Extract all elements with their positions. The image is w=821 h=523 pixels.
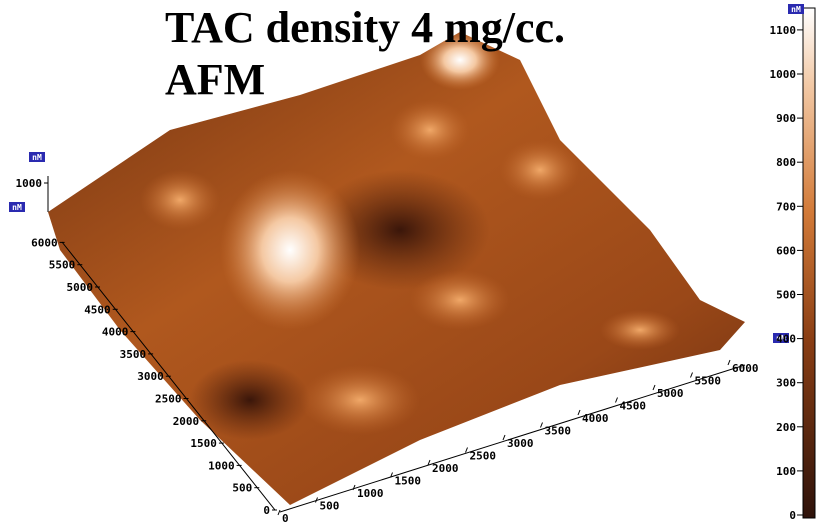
color-scale-tick-label: 600	[776, 244, 796, 257]
x-tick	[540, 422, 543, 428]
y-tick-label: 3000	[137, 370, 164, 383]
unit-badge	[773, 333, 789, 343]
color-scale-tick-label: 200	[776, 421, 796, 434]
color-scale-tick-label: 1000	[770, 68, 797, 81]
y-tick-label: 2500	[155, 393, 182, 406]
title-line: TAC density 4 mg/cc.	[165, 3, 565, 52]
x-tick-label: 1500	[395, 475, 422, 488]
x-tick	[352, 484, 356, 491]
y-tick-label: 500	[232, 482, 252, 495]
x-tick	[652, 384, 656, 391]
x-tick	[390, 472, 393, 478]
y-tick-label: 4500	[84, 303, 111, 316]
x-tick	[577, 409, 581, 416]
color-scale-tick-label: 900	[776, 112, 796, 125]
x-tick	[465, 447, 468, 453]
x-tick-label: 3500	[545, 425, 572, 438]
y-tick-label: 5500	[49, 259, 76, 272]
x-tick	[315, 497, 318, 503]
y-tick-label: 4000	[102, 326, 129, 339]
x-tick-label: 6000	[732, 362, 759, 375]
color-scale-tick-label: 0	[789, 509, 796, 522]
color-scale-tick-label: 800	[776, 156, 796, 169]
x-tick-label: 4000	[582, 412, 609, 425]
x-tick-label: 5500	[695, 375, 722, 388]
x-tick-label: 2000	[432, 462, 459, 475]
y-tick-label: 3500	[120, 348, 147, 361]
y-tick-label: 6000	[31, 236, 58, 249]
unit-badge	[9, 202, 25, 212]
x-tick	[690, 372, 693, 378]
color-scale-tick-label: 700	[776, 200, 796, 213]
color-scale-tick-label: 1100	[770, 24, 797, 37]
x-tick-label: 5000	[657, 387, 684, 400]
x-tick	[277, 509, 281, 516]
x-axis-line	[279, 364, 746, 513]
unit-label: nM	[776, 334, 786, 343]
x-tick	[502, 434, 506, 441]
unit-label: nM	[32, 153, 42, 162]
unit-badge	[29, 152, 45, 162]
color-scale-tick-label: 400	[776, 333, 796, 346]
color-scale-tick-label: 100	[776, 465, 796, 478]
title-line: AFM	[165, 55, 265, 104]
y-tick-label: 5000	[67, 281, 94, 294]
y-tick-label: 2000	[173, 415, 200, 428]
color-scale-tick-label: 300	[776, 377, 796, 390]
color-scale-tick-label: 500	[776, 289, 796, 302]
x-tick-label: 500	[320, 500, 340, 513]
x-tick-label: 1000	[357, 487, 384, 500]
y-tick-label: 1000	[208, 459, 235, 472]
z-tick-label: 1000	[16, 177, 43, 190]
x-tick-label: 4500	[620, 400, 647, 413]
y-tick-label: 0	[263, 504, 270, 517]
x-tick	[615, 397, 618, 403]
unit-label: nM	[791, 5, 801, 14]
x-tick-label: 0	[282, 512, 289, 523]
x-tick	[727, 359, 731, 366]
unit-label: nM	[12, 203, 22, 212]
unit-badge	[788, 4, 804, 14]
x-tick	[427, 459, 431, 466]
x-tick-label: 2500	[470, 450, 497, 463]
x-tick-label: 3000	[507, 437, 534, 450]
color-scale-bar	[802, 7, 816, 519]
y-tick-label: 1500	[190, 437, 217, 450]
